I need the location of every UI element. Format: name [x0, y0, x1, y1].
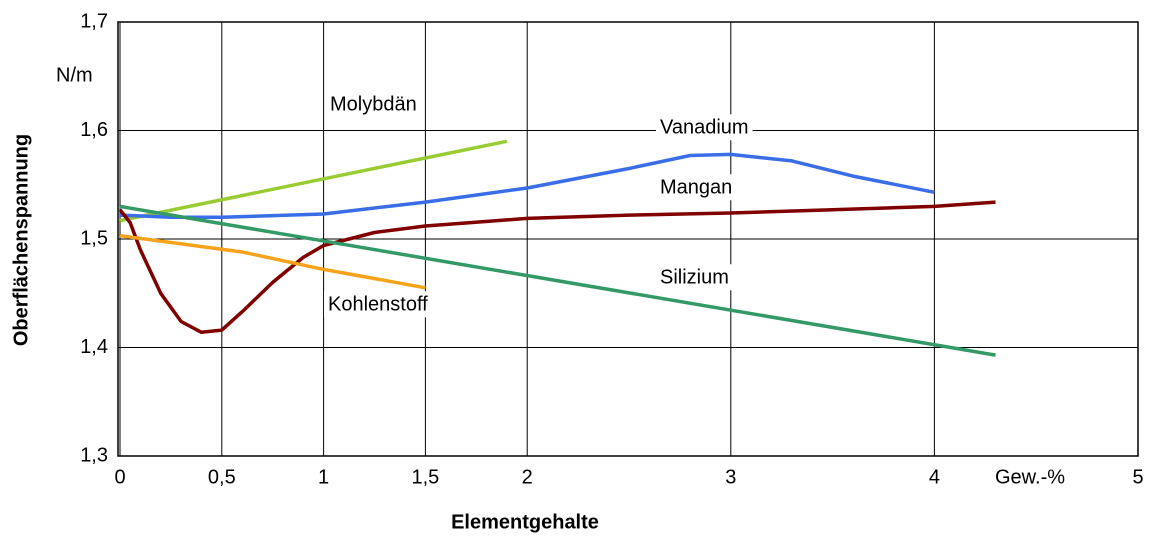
series-label-bg [656, 174, 737, 201]
series-label-bg [324, 291, 433, 318]
series-line [119, 139, 508, 223]
x-tick-label: 3 [725, 466, 736, 488]
series-line [119, 204, 996, 357]
y-tick-label: 1,7 [80, 10, 108, 32]
series-label-bg [326, 91, 421, 118]
x-tick-label: 1 [318, 466, 329, 488]
series-label: Vanadium [660, 116, 749, 138]
x-axis-label: Elementgehalte [451, 511, 599, 533]
series-label-bg [656, 264, 733, 291]
x-tick-label: 5 [1132, 466, 1143, 488]
x-tick-label: 4 [929, 466, 940, 488]
x-unit: Gew.-% [995, 466, 1065, 488]
y-axis-label: Oberflächenspannung [10, 134, 32, 346]
series-label-bg [656, 114, 753, 141]
series-label: Molybdän [330, 93, 417, 115]
series-line [119, 233, 426, 290]
y-tick-label: 1,3 [80, 444, 108, 466]
x-tick-label: 1,5 [411, 466, 439, 488]
y-unit: N/m [56, 64, 93, 86]
series-label: Kohlenstoff [328, 293, 428, 315]
series-line [119, 152, 935, 220]
series-line [118, 200, 996, 335]
x-tick-label: 0,5 [208, 466, 236, 488]
series-label: Silizium [660, 266, 729, 288]
series-label: Mangan [660, 176, 732, 198]
y-tick-label: 1,4 [80, 336, 108, 358]
y-tick-label: 1,5 [80, 227, 108, 249]
y-tick-label: 1,6 [80, 119, 108, 141]
x-tick-label: 0 [114, 466, 125, 488]
x-tick-label: 2 [522, 466, 533, 488]
